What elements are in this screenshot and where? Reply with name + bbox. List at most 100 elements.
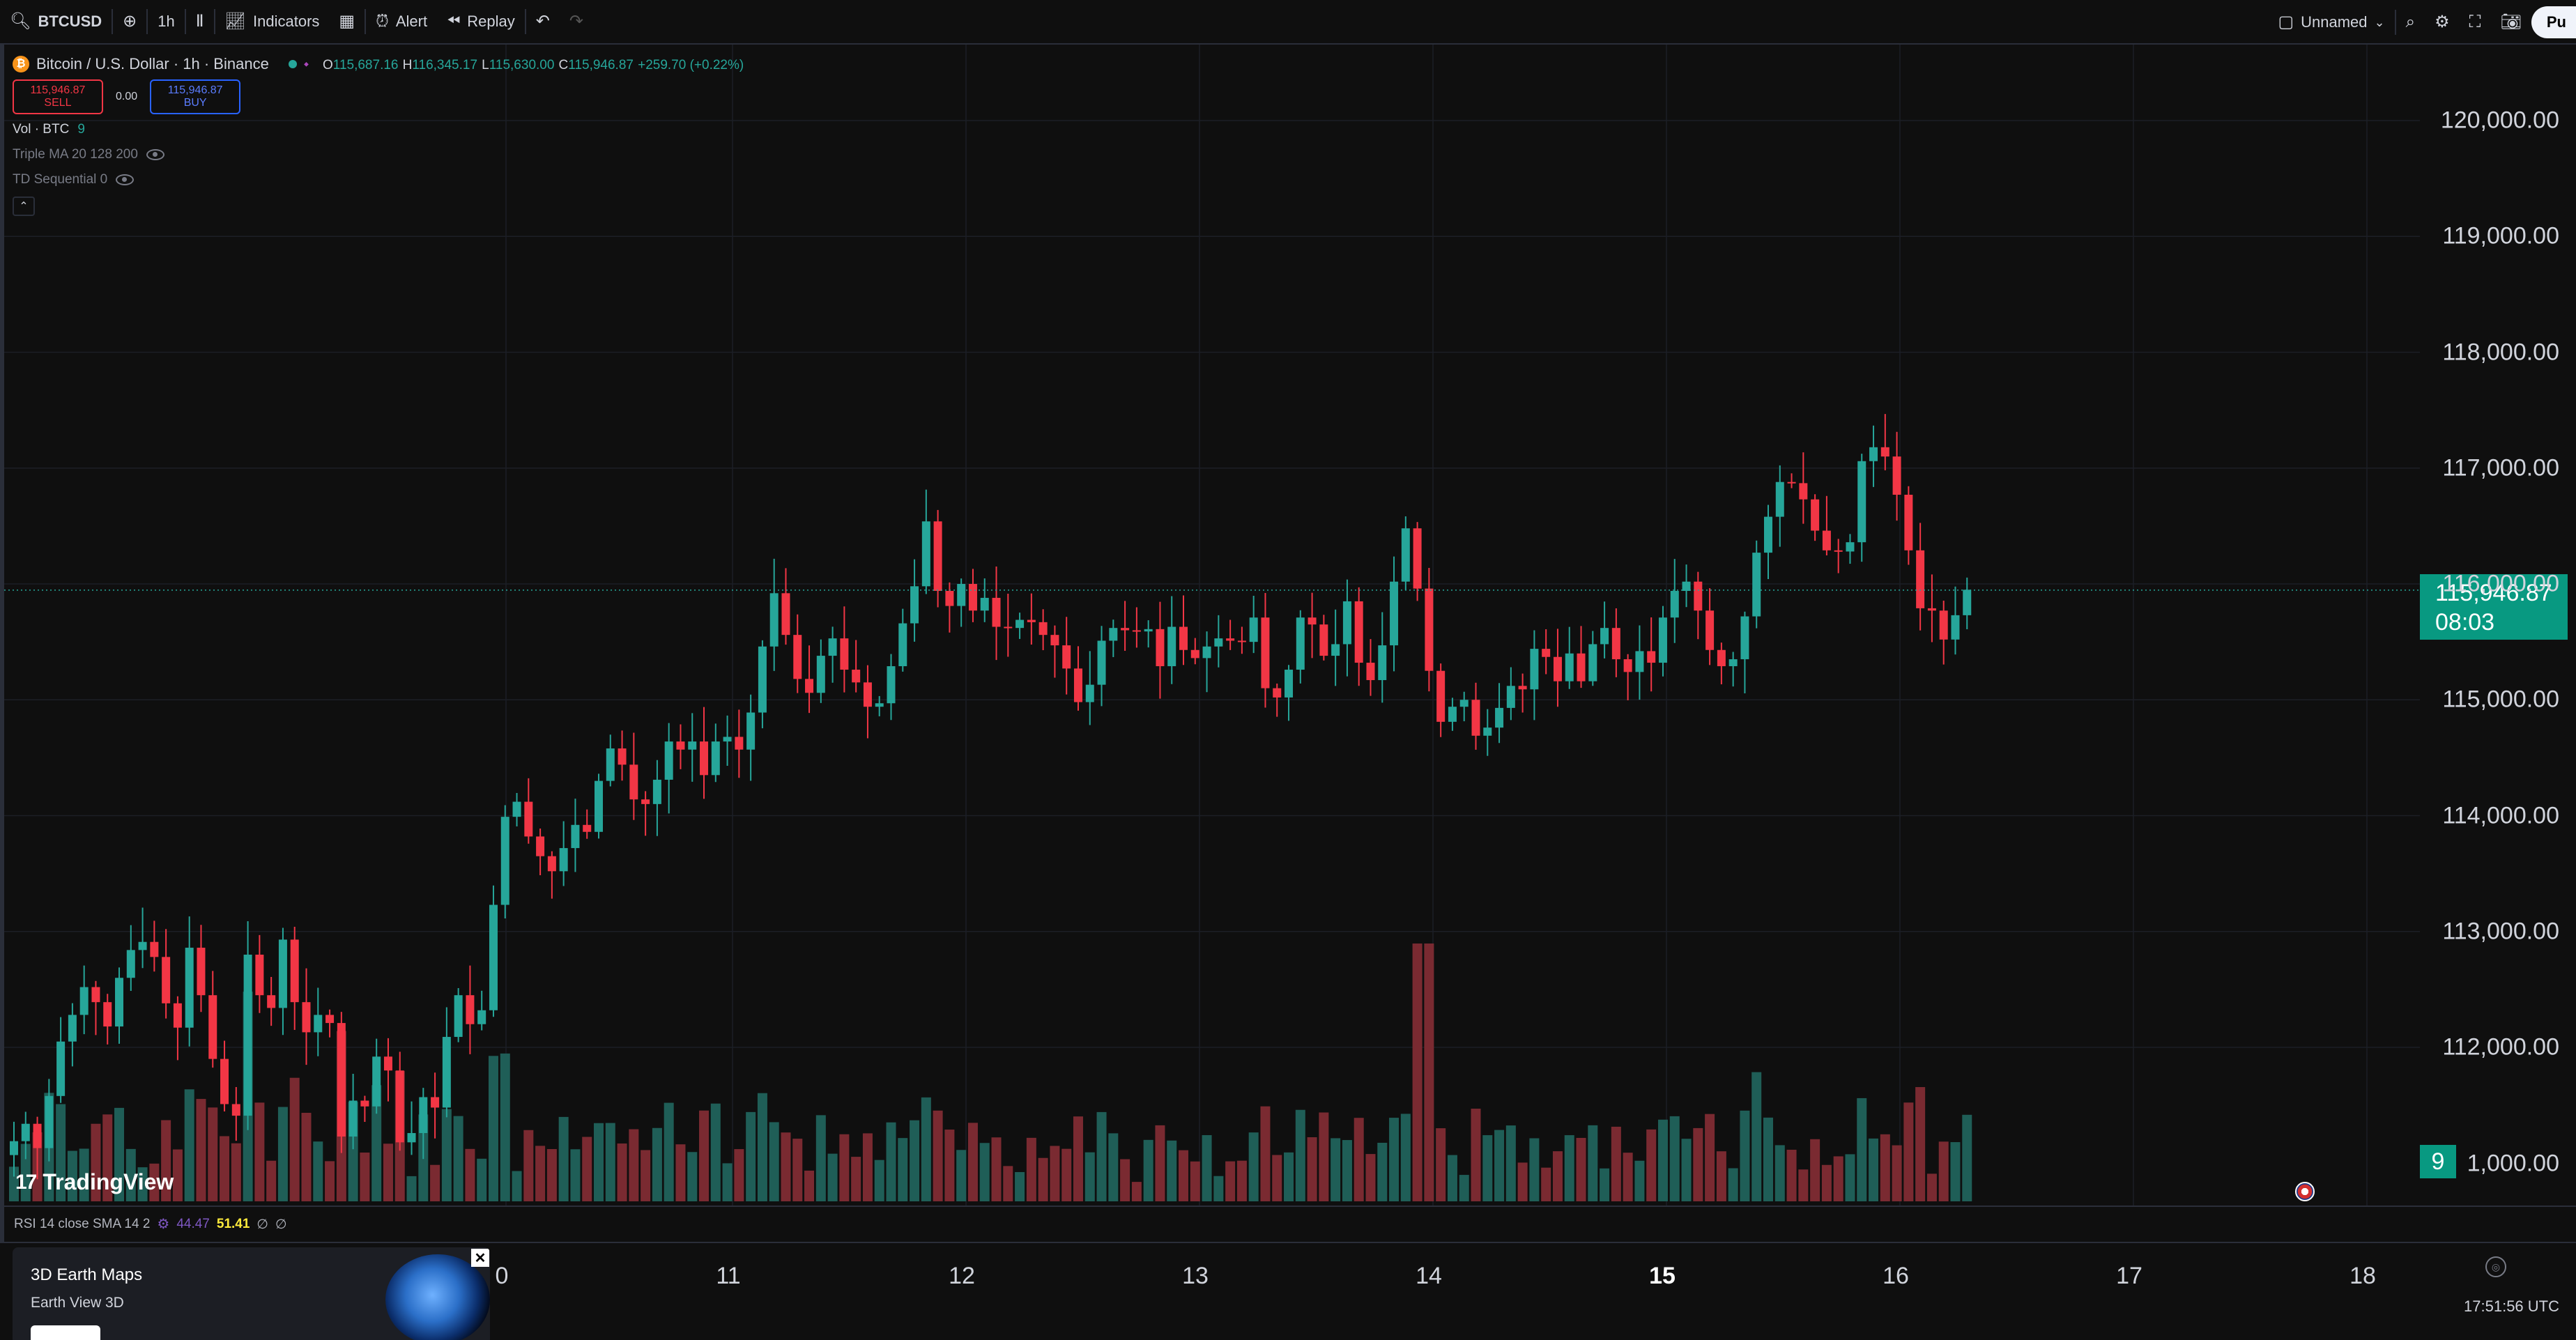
alert-button[interactable]: ⏰︎ Alert: [366, 0, 437, 44]
candle-body: [56, 1041, 66, 1096]
candle-body: [267, 995, 276, 1008]
quick-search-button[interactable]: ⌕: [2396, 0, 2425, 45]
eye-hidden-icon[interactable]: [146, 149, 164, 160]
volume-bar: [406, 1176, 417, 1201]
candle-body: [454, 995, 463, 1038]
alert-icon: ⏰︎: [376, 12, 389, 31]
volume-bar: [1120, 1159, 1130, 1201]
candle-body: [933, 521, 942, 591]
candle-body: [360, 1100, 369, 1107]
volume-bar: [465, 1148, 475, 1201]
candle-body: [1916, 550, 1925, 608]
candle-body: [524, 801, 533, 837]
candle-body: [1553, 656, 1562, 681]
volume-bar: [500, 1053, 510, 1201]
volume-bar: [921, 1097, 931, 1201]
symbol-legend[interactable]: ₿ Bitcoin / U.S. Dollar · 1h · Binance ⬩…: [13, 52, 744, 77]
economic-event-icon[interactable]: [2295, 1182, 2315, 1201]
bar-style-icon: Ⅱ: [195, 12, 204, 31]
fullscreen-button[interactable]: ⛶: [2460, 0, 2491, 45]
candle-body: [348, 1100, 358, 1137]
divider: [2394, 10, 2396, 35]
time-axis[interactable]: 0 11 12 13 14 15 16 17 18: [0, 1242, 2576, 1306]
candle-body: [1635, 651, 1644, 672]
undo-button[interactable]: ↶: [526, 0, 560, 44]
candle-body: [606, 748, 615, 781]
volume-bar: [1190, 1161, 1200, 1201]
volume-bar: [874, 1160, 884, 1201]
volume-bar: [1482, 1135, 1493, 1201]
chart-pane[interactable]: [0, 45, 2576, 1206]
volume-bar: [1915, 1087, 1926, 1201]
candle-body: [1459, 700, 1469, 707]
publish-button[interactable]: Pu: [2531, 6, 2576, 38]
buy-button[interactable]: 115,946.87 BUY: [150, 79, 241, 114]
candle-body: [1062, 645, 1071, 669]
price-scale-label: 113,000.00: [2442, 918, 2559, 945]
time-axis-label: 16: [1883, 1263, 1909, 1289]
candle-body: [1752, 553, 1761, 617]
volume-bar: [1962, 1114, 1972, 1201]
ad-install-button[interactable]: [31, 1325, 100, 1340]
volume-bar: [1471, 1109, 1481, 1201]
replay-button[interactable]: ⏪︎ Replay: [437, 0, 525, 44]
triple-ma-legend[interactable]: Triple MA 20 128 200: [13, 142, 744, 167]
indicators-button[interactable]: 📈︎ Indicators: [215, 0, 330, 44]
layout-button[interactable]: ▢ Unnamed ⌄: [2268, 0, 2394, 45]
tradingview-logo[interactable]: 17 TradingView: [15, 1169, 174, 1195]
utc-clock[interactable]: 17:51:56 UTC: [2464, 1297, 2559, 1315]
interval-button[interactable]: 1h: [148, 0, 184, 44]
compare-button[interactable]: ⊕: [113, 0, 146, 44]
symbol-search[interactable]: 🔍︎ BTCUSD: [0, 0, 112, 44]
volume-bar: [956, 1150, 967, 1201]
collapse-legend-button[interactable]: ⌃: [13, 197, 35, 216]
rsi-pane[interactable]: RSI 14 close SMA 14 2 ⚙ 44.47 51.41 ∅ ∅: [0, 1206, 2576, 1242]
volume-bar: [325, 1161, 335, 1201]
last-price-value: 115,946.87: [2435, 580, 2552, 606]
bar-style-button[interactable]: Ⅱ: [186, 0, 214, 44]
volume-bar: [851, 1157, 861, 1201]
candle-body: [1179, 626, 1188, 650]
volume-bar: [967, 1123, 978, 1201]
redo-button[interactable]: ↷: [560, 0, 593, 44]
volume-bar: [1588, 1125, 1598, 1201]
snapshot-button[interactable]: 📷︎: [2490, 0, 2531, 45]
settings-icon[interactable]: ⚙: [157, 1217, 170, 1232]
low-label: L: [482, 58, 489, 72]
volume-bar: [827, 1153, 838, 1201]
candlestick-chart[interactable]: [4, 45, 2576, 1206]
candle-body: [711, 741, 720, 776]
templates-button[interactable]: ▦: [329, 0, 365, 44]
candle-body: [746, 712, 756, 750]
volume-bar: [1869, 1138, 1879, 1201]
candle-body: [1799, 483, 1808, 500]
candle-body: [992, 597, 1001, 627]
candle-body: [968, 584, 977, 611]
ad-popup[interactable]: 3D Earth Maps Earth View 3D ✕: [13, 1247, 490, 1340]
volume-bar: [1131, 1182, 1142, 1201]
volume-indicator-legend[interactable]: Vol · BTC 9: [13, 117, 744, 142]
volume-bar: [1236, 1160, 1247, 1201]
candle-body: [302, 1002, 311, 1033]
volume-bar: [1436, 1128, 1446, 1201]
volume-bar: [523, 1130, 534, 1201]
ad-title: 3D Earth Maps: [31, 1265, 143, 1284]
eye-hidden-icon[interactable]: [116, 174, 135, 185]
volume-bar: [1260, 1106, 1271, 1201]
axis-settings-icon[interactable]: ◎: [2485, 1256, 2506, 1277]
volume-bar: [1307, 1137, 1317, 1201]
sell-button[interactable]: 115,946.87 SELL: [13, 79, 103, 114]
add-icon: ⊕: [123, 12, 137, 31]
volume-bar: [652, 1127, 662, 1201]
candle-body: [1436, 670, 1446, 722]
td-sequential-legend[interactable]: TD Sequential 0: [13, 167, 744, 192]
volume-bar: [430, 1164, 440, 1201]
volume-bar: [1903, 1102, 1914, 1201]
settings-button[interactable]: ⚙: [2425, 0, 2460, 45]
volume-bar: [1331, 1138, 1341, 1201]
close-icon[interactable]: ✕: [471, 1249, 489, 1267]
candle-body: [45, 1095, 54, 1148]
candle-body: [1015, 619, 1025, 629]
volume-bar: [781, 1132, 791, 1201]
candle-body: [372, 1056, 381, 1107]
